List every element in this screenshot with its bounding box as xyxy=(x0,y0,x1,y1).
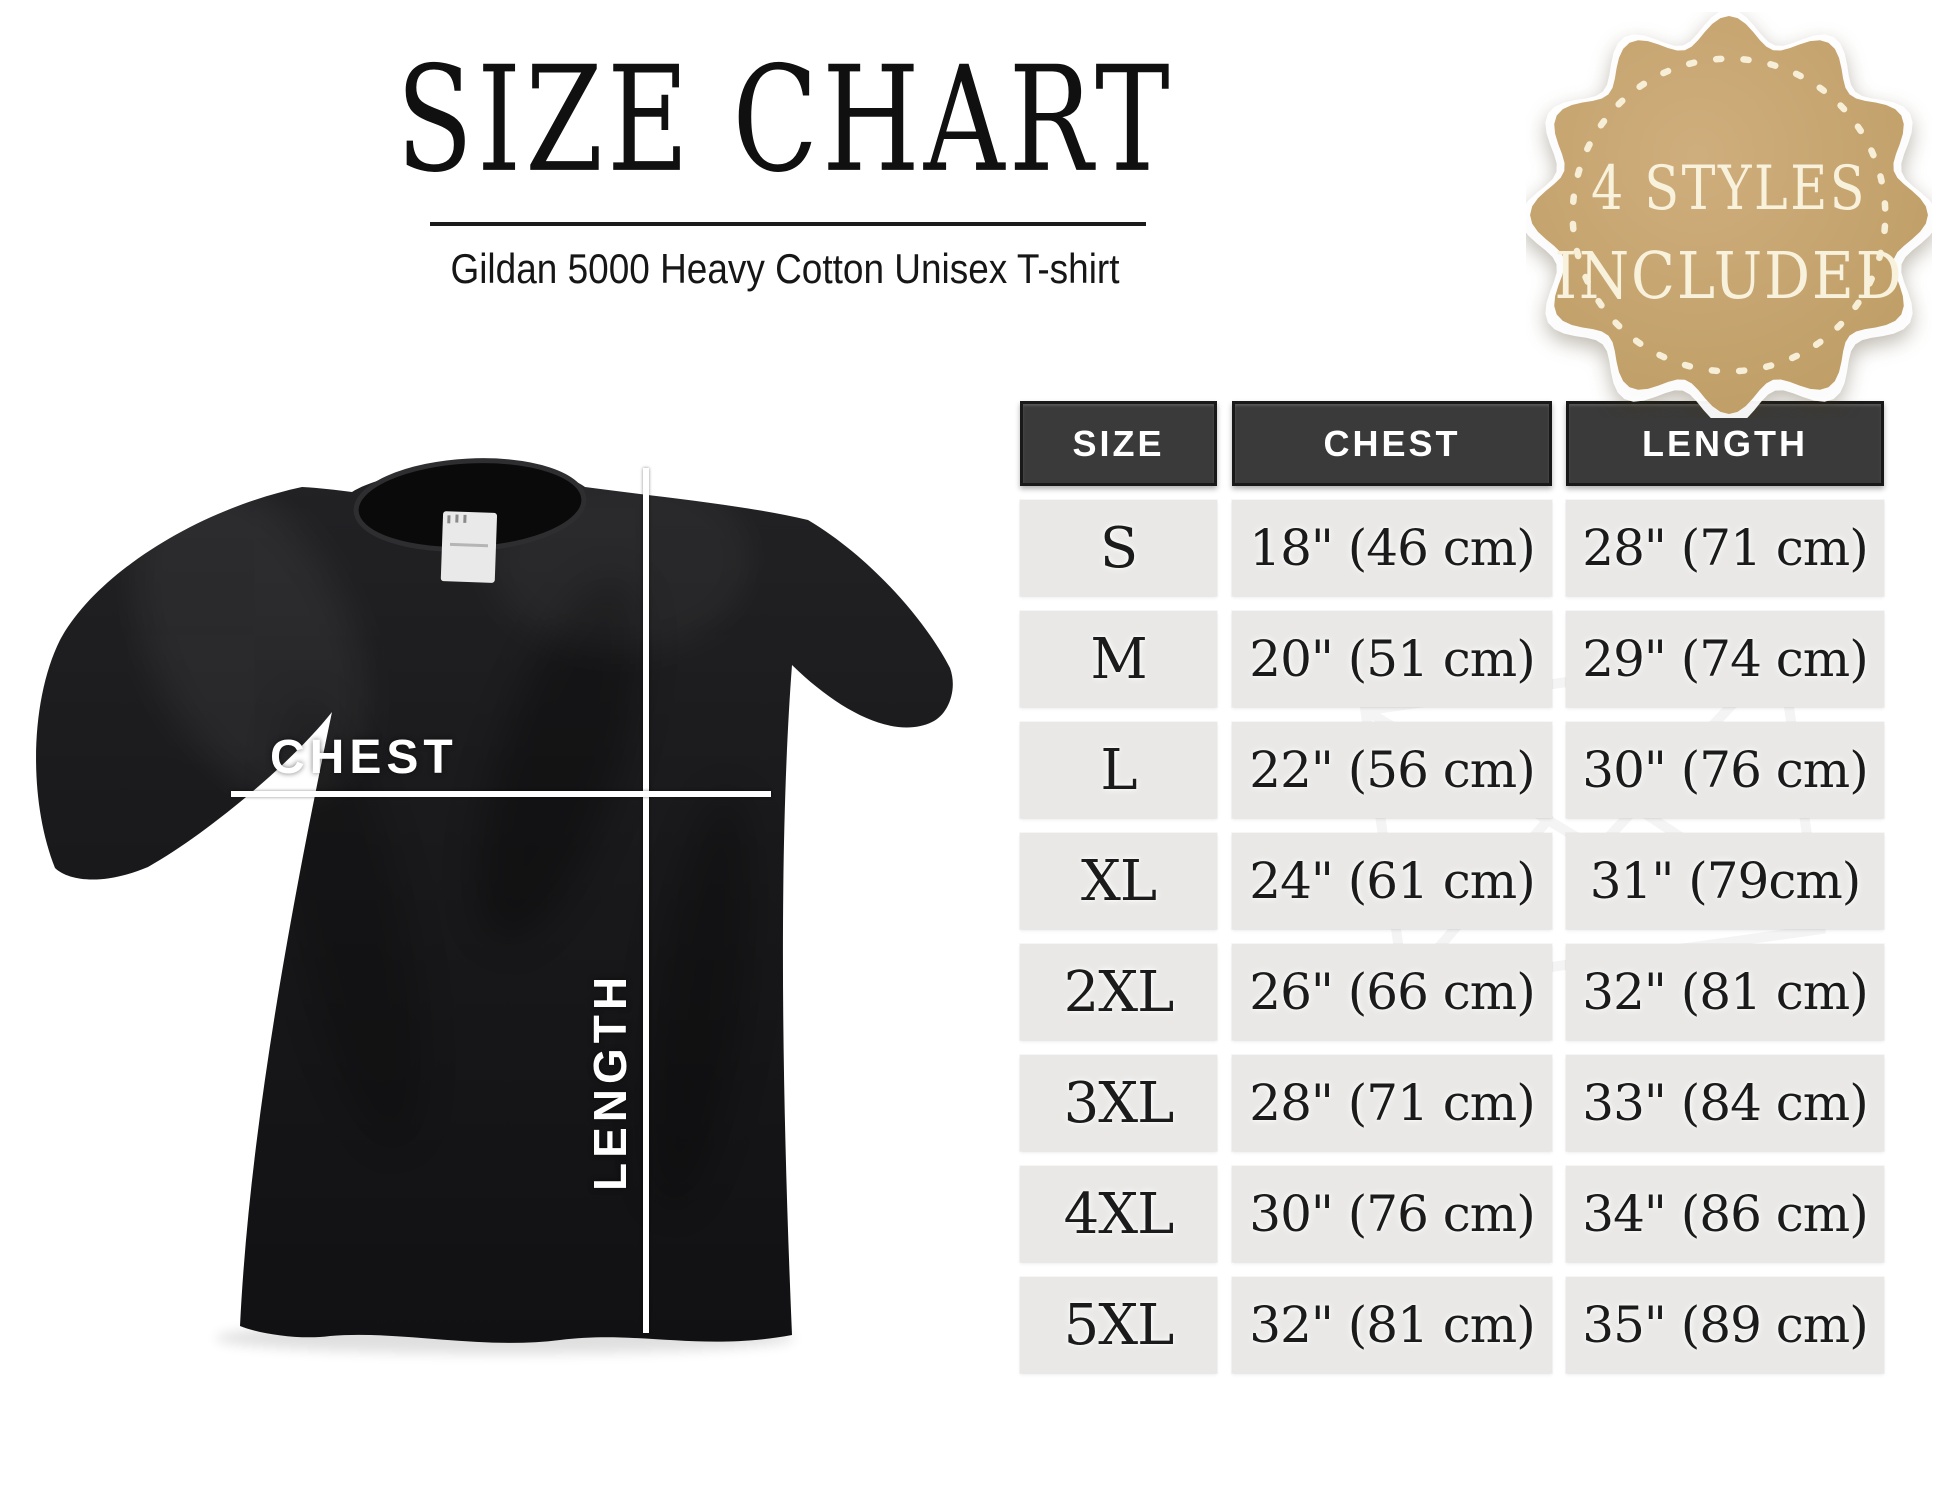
table-row: 5XL 32" (81 cm) 35" (89 cm) xyxy=(1020,1277,1884,1373)
badge-line1: 4 STYLES xyxy=(1591,153,1867,224)
chest-value: 20" (51 cm) xyxy=(1232,611,1552,707)
page-subtitle: Gildan 5000 Heavy Cotton Unisex T-shirt xyxy=(450,245,1120,292)
styles-badge: 4 STYLES INCLUDED xyxy=(1519,8,1939,428)
size-table: SIZE CHEST LENGTH S 18" (46 cm) 28" (71 … xyxy=(1020,401,1884,1373)
length-value: 30" (76 cm) xyxy=(1566,722,1884,818)
neck-tag xyxy=(440,511,498,583)
badge-seal xyxy=(1530,16,1928,414)
size-value: 3XL xyxy=(1020,1055,1217,1151)
table-row: L 22" (56 cm) 30" (76 cm) xyxy=(1020,722,1884,818)
chest-value: 24" (61 cm) xyxy=(1232,833,1552,929)
header-chest: CHEST xyxy=(1232,401,1552,486)
length-value: 28" (71 cm) xyxy=(1566,500,1884,596)
size-value: S xyxy=(1020,500,1217,596)
table-row: XL 24" (61 cm) 31" (79cm) xyxy=(1020,833,1884,929)
chest-value: 26" (66 cm) xyxy=(1232,944,1552,1040)
length-value: 33" (84 cm) xyxy=(1566,1055,1884,1151)
chest-value: 32" (81 cm) xyxy=(1232,1277,1552,1373)
table-row: M 20" (51 cm) 29" (74 cm) xyxy=(1020,611,1884,707)
size-value: 5XL xyxy=(1020,1277,1217,1373)
length-label: LENGTH xyxy=(584,971,636,1191)
size-value: L xyxy=(1020,722,1217,818)
chest-label: CHEST xyxy=(270,731,458,784)
length-measure-line xyxy=(643,468,649,1333)
size-value: M xyxy=(1020,611,1217,707)
length-value: 35" (89 cm) xyxy=(1566,1277,1884,1373)
length-value: 34" (86 cm) xyxy=(1566,1166,1884,1262)
size-value: XL xyxy=(1020,833,1217,929)
table-row: 3XL 28" (71 cm) 33" (84 cm) xyxy=(1020,1055,1884,1151)
length-value: 32" (81 cm) xyxy=(1566,944,1884,1040)
chest-measure-line xyxy=(231,791,771,797)
length-value: 31" (79cm) xyxy=(1566,833,1884,929)
header-size: SIZE xyxy=(1020,401,1217,486)
size-value: 4XL xyxy=(1020,1166,1217,1262)
table-header-row: SIZE CHEST LENGTH xyxy=(1020,401,1884,486)
chest-value: 30" (76 cm) xyxy=(1232,1166,1552,1262)
length-value: 29" (74 cm) xyxy=(1566,611,1884,707)
table-row: 4XL 30" (76 cm) 34" (86 cm) xyxy=(1020,1166,1884,1262)
chest-value: 18" (46 cm) xyxy=(1232,500,1552,596)
chest-value: 28" (71 cm) xyxy=(1232,1055,1552,1151)
title-underline xyxy=(430,222,1146,226)
table-body: S 18" (46 cm) 28" (71 cm) M 20" (51 cm) … xyxy=(1020,500,1884,1373)
badge-dotted-ring xyxy=(1569,55,1889,375)
badge-line2: INCLUDED xyxy=(1554,239,1903,314)
page-title: SIZE CHART xyxy=(396,36,1174,205)
table-row: 2XL 26" (66 cm) 32" (81 cm) xyxy=(1020,944,1884,1040)
size-value: 2XL xyxy=(1020,944,1217,1040)
table-row: S 18" (46 cm) 28" (71 cm) xyxy=(1020,500,1884,596)
chest-value: 22" (56 cm) xyxy=(1232,722,1552,818)
